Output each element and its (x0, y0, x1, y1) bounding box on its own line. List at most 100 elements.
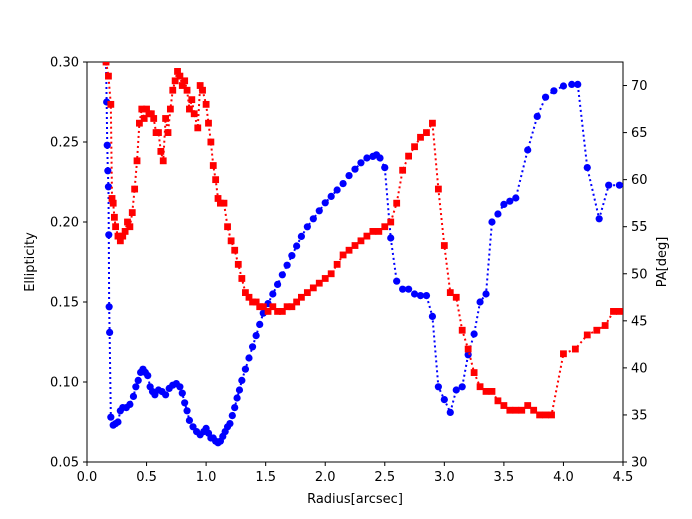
pa-point (143, 105, 150, 113)
pa-point (393, 199, 401, 207)
series-layer (102, 62, 623, 447)
ellipticity-point (104, 183, 113, 191)
pa-point (351, 242, 359, 249)
ellipticity-point (233, 394, 241, 402)
pa-point (124, 218, 131, 226)
pa-point (178, 82, 186, 89)
pa-point (315, 279, 323, 287)
pa-point (470, 369, 478, 376)
pa-point (128, 209, 136, 216)
pa-point (227, 237, 235, 245)
pa-point (176, 72, 184, 80)
ellipticity-point (293, 242, 301, 250)
ellipticity-point (345, 172, 353, 180)
series-left-group (102, 62, 623, 447)
pa-point (583, 331, 591, 339)
ellipticity-point (114, 418, 122, 426)
ellipticity-point (185, 416, 194, 424)
pa-point (110, 213, 118, 221)
ellipticity-point (524, 146, 532, 154)
ticks-layer: 0.0 0.5 1.0 1.5 2.0 2.5 3.0 3.5 4.0 4.5 0.05 0.10 0.… (50, 56, 648, 486)
ellipticity-point (303, 223, 311, 231)
ellipticity-point (333, 186, 341, 194)
pa-point (138, 105, 146, 113)
ellipticity-point (309, 215, 317, 223)
pa-point (536, 411, 544, 419)
ellipticity-point (416, 292, 425, 300)
pa-point (155, 129, 162, 136)
y-left-tick-label: 0.20 (50, 216, 79, 231)
pa-point (238, 275, 246, 282)
y-right-tick-label: 60 (631, 173, 648, 188)
pa-point (105, 72, 112, 80)
ellipticity-point (176, 383, 184, 391)
pa-point (610, 308, 617, 315)
ellipticity-point (405, 285, 413, 293)
ellipticity-point (541, 93, 550, 101)
pa-point (369, 228, 377, 235)
pa-point (464, 345, 472, 353)
ellipticity-point (132, 383, 140, 391)
pa-point (601, 322, 609, 329)
ellipticity-point (321, 199, 329, 207)
pa-point (440, 242, 448, 249)
pa-point (131, 185, 139, 193)
pa-point (126, 223, 134, 231)
ellipticity-point (273, 280, 282, 288)
pa-point (309, 284, 317, 292)
pa-point (482, 388, 490, 395)
ellipticity-point (595, 215, 603, 223)
ellipticity-point (107, 413, 115, 421)
y-right-tick-label: 70 (631, 79, 648, 94)
pa-point (205, 119, 212, 127)
y-left-tick-label: 0.25 (50, 136, 79, 151)
ellipticity-point (458, 383, 466, 391)
pa-point (119, 232, 127, 240)
x-tick-label: 0.0 (77, 470, 98, 485)
y-right-tick-label: 35 (631, 408, 648, 423)
pa-point (339, 251, 347, 259)
pa-point (207, 138, 215, 146)
pa-point (159, 157, 167, 165)
series-right-group (102, 62, 623, 419)
pa-point (593, 326, 601, 334)
pa-point (293, 298, 301, 306)
pa-point (242, 289, 249, 296)
pa-point (188, 96, 196, 104)
plot-border (86, 61, 624, 463)
pa-point (245, 293, 253, 301)
ellipticity-point (559, 82, 568, 90)
pa-point (274, 308, 281, 315)
pa-point (174, 68, 181, 75)
ellipticity-point (231, 404, 239, 412)
pa-point (109, 199, 117, 207)
x-tick-label: 3.5 (494, 470, 515, 485)
pa-point (278, 308, 286, 315)
pa-point (107, 100, 115, 108)
ellipticity-point (574, 80, 582, 88)
pa-point (209, 162, 217, 169)
pa-point (446, 289, 454, 296)
pa-point (321, 275, 329, 282)
ellipticity-point (615, 181, 623, 189)
pa-point (183, 86, 191, 94)
plot-frame (86, 61, 624, 463)
pa-point (249, 298, 256, 306)
y-right-tick-label: 65 (631, 126, 648, 141)
pa-point (387, 218, 395, 226)
pa-point (256, 303, 264, 311)
pa-point (345, 246, 353, 254)
pa-point (452, 293, 460, 301)
ellipticity-point (327, 192, 335, 200)
pa-point (518, 406, 526, 414)
pa-point (500, 402, 508, 409)
pa-point (405, 152, 412, 160)
pa-point (157, 148, 165, 155)
ellipticity-point (583, 164, 591, 172)
y-right-tick-label: 30 (631, 456, 648, 471)
ellipticity-point (533, 112, 541, 120)
ellipticity-point (488, 218, 496, 226)
pa-point (140, 115, 148, 122)
ellipticity-point (238, 376, 246, 384)
ellipticity-point (106, 328, 114, 336)
